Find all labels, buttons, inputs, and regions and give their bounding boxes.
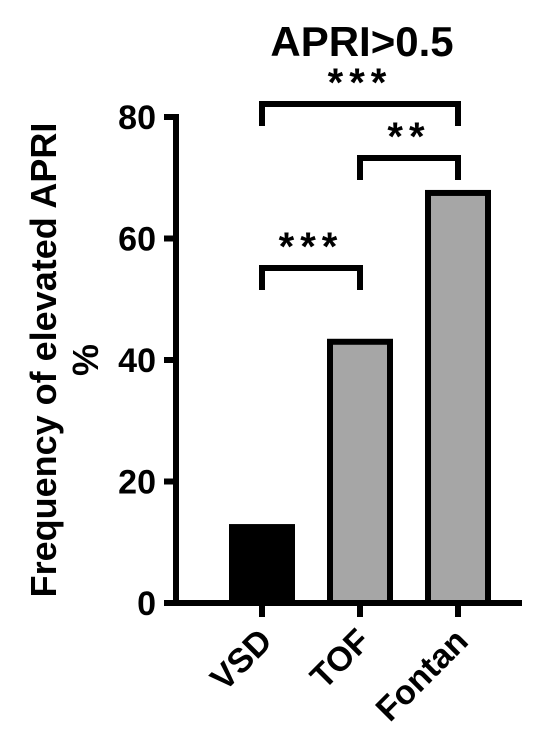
significance-label-1: *** <box>279 225 344 269</box>
y-tick-label-60: 60 <box>118 221 156 259</box>
y-axis-label-line-2: % <box>65 344 106 376</box>
y-tick-label-80: 80 <box>118 99 156 137</box>
y-tick-label-40: 40 <box>118 342 156 380</box>
bar-fontan <box>425 189 491 606</box>
chart-title: APRI>0.5 <box>270 18 453 65</box>
plot-area <box>229 189 491 606</box>
x-tick-label-fontan: Fontan <box>369 622 476 729</box>
significance-label-2: ** <box>387 115 430 159</box>
significance-bracket-2 <box>357 155 461 180</box>
x-tick-label-tof: TOF <box>303 622 378 697</box>
bar-vsd <box>229 524 295 606</box>
significance-bracket-3 <box>259 101 461 126</box>
y-tick-label-0: 0 <box>137 585 156 623</box>
significance-brackets: ******** <box>259 61 461 290</box>
y-axis: 0 20 40 60 80 <box>118 99 179 623</box>
y-tick-label-20: 20 <box>118 464 156 502</box>
significance-label-3: *** <box>328 61 393 105</box>
y-axis-label-line-1: Frequency of elevated APRI <box>23 123 64 598</box>
significance-bracket-1 <box>259 265 363 290</box>
x-tick-label-vsd: VSD <box>203 622 279 698</box>
bar-tof <box>327 338 393 606</box>
